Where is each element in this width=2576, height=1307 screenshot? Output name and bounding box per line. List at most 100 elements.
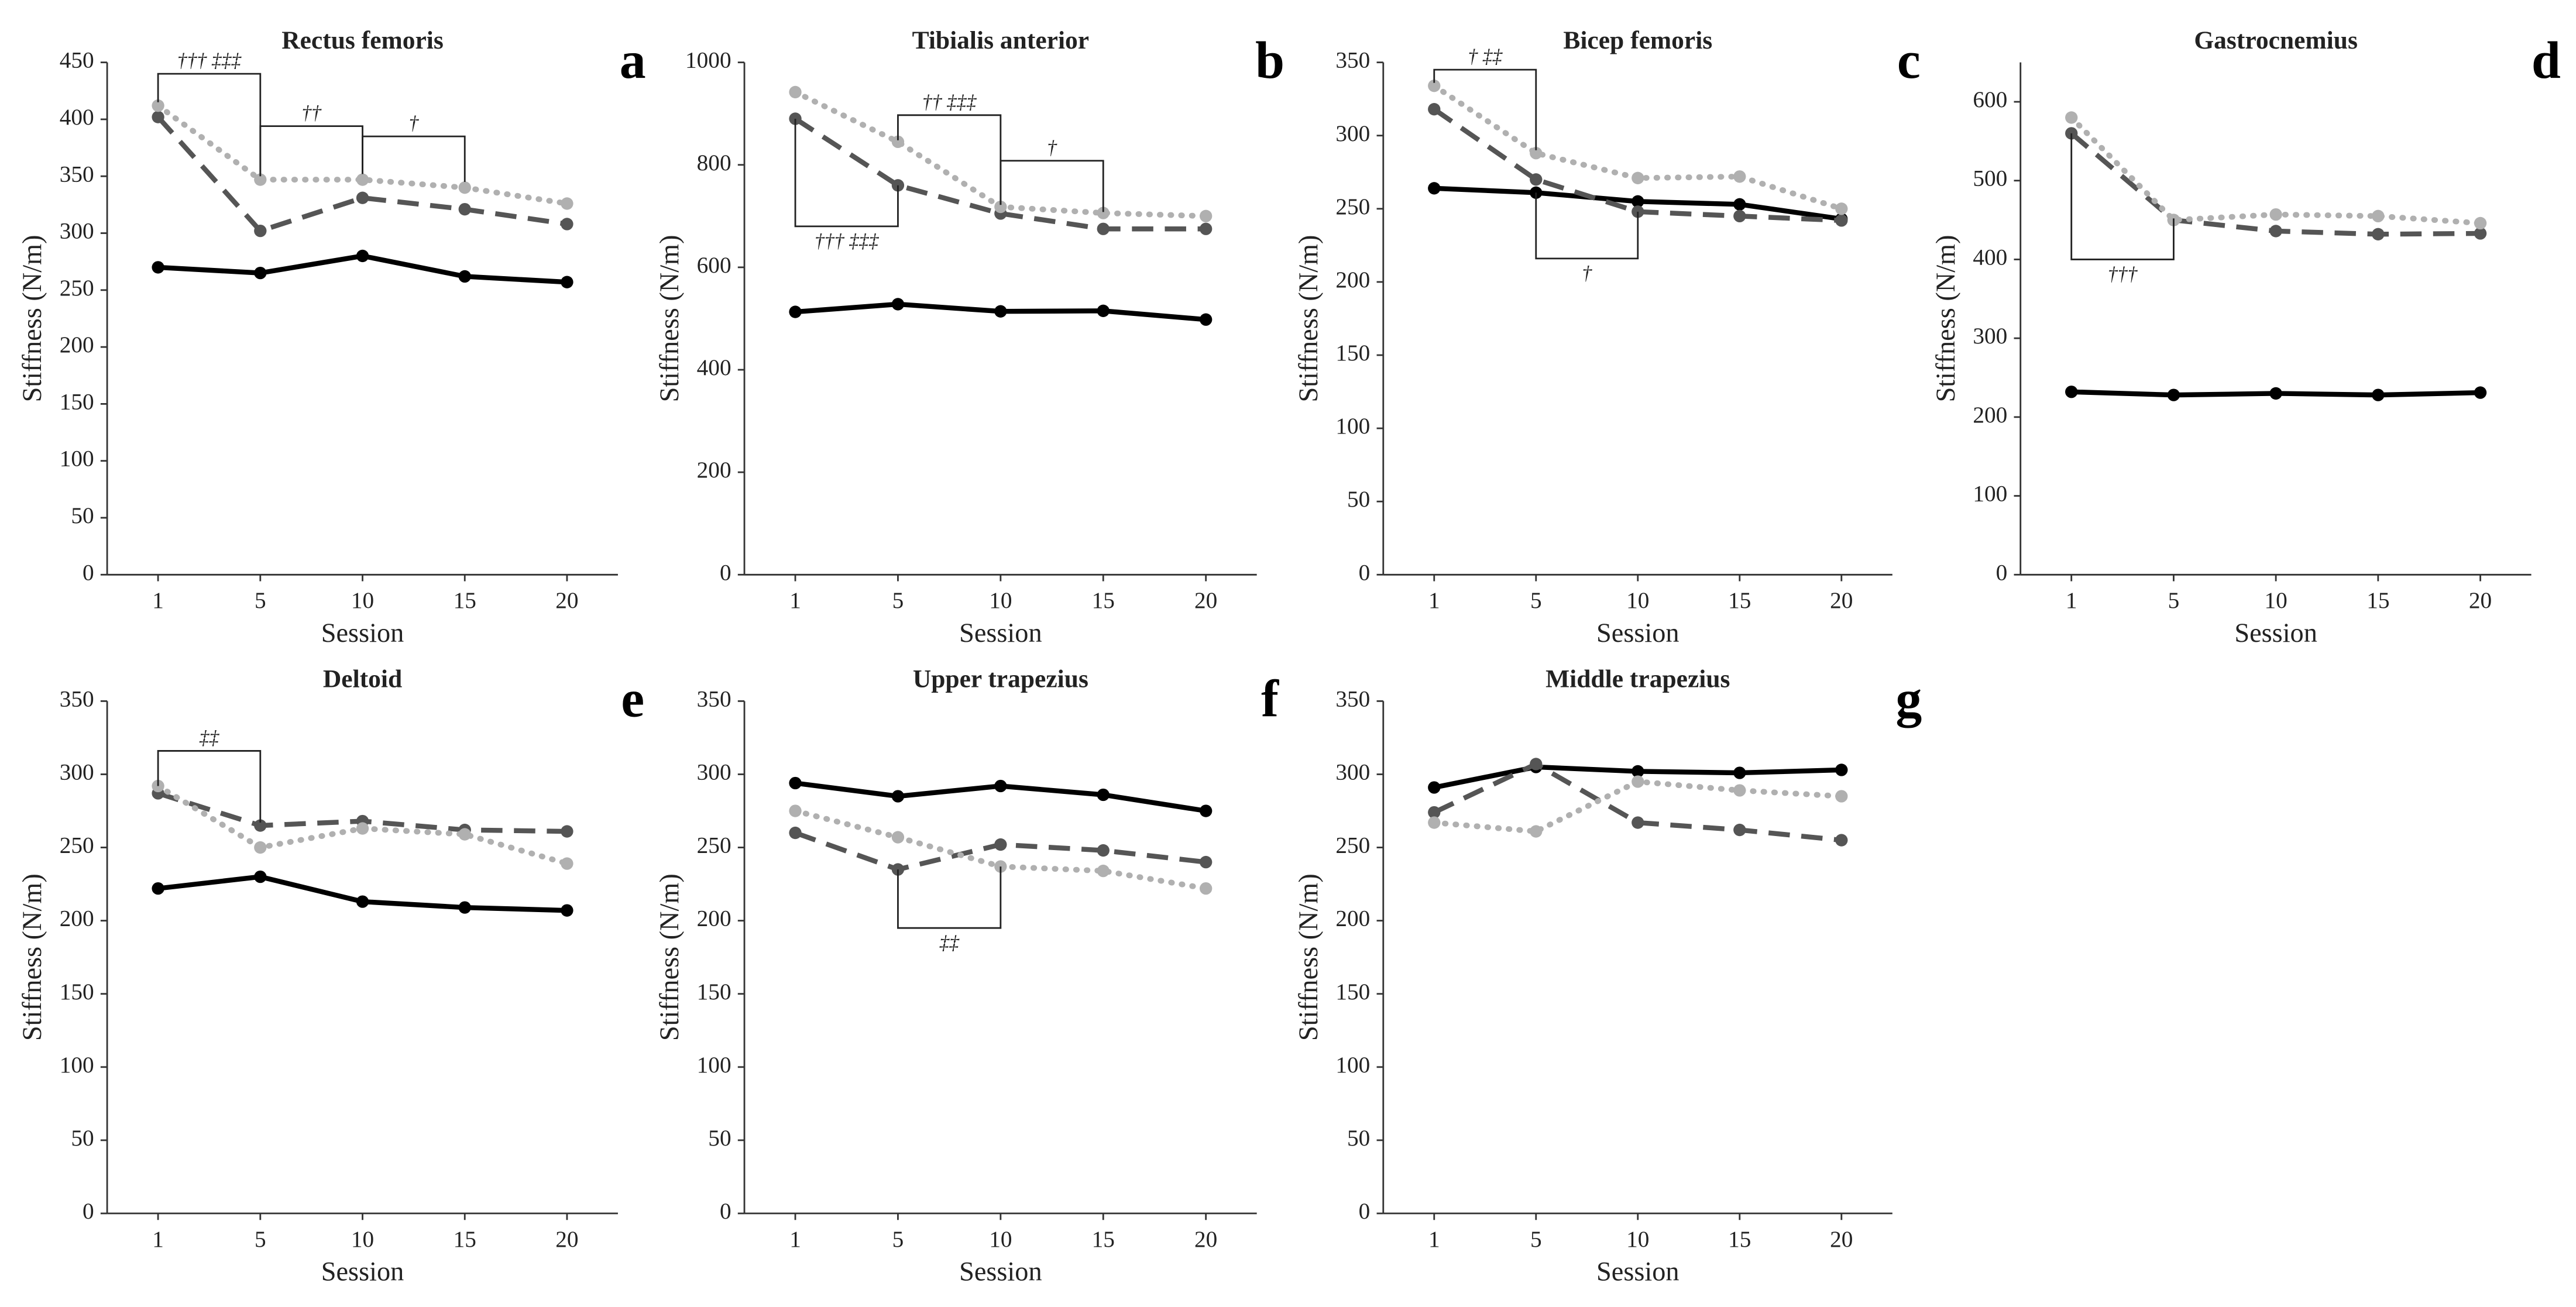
marker xyxy=(2269,208,2282,221)
x-tick-label: 1 xyxy=(789,588,801,613)
x-tick-label: 5 xyxy=(255,1227,266,1252)
marker xyxy=(1097,864,1110,878)
marker xyxy=(2372,228,2385,240)
y-tick-label: 300 xyxy=(1973,324,2007,349)
x-tick-label: 1 xyxy=(1428,588,1440,613)
y-tick-label: 0 xyxy=(720,1199,731,1224)
marker xyxy=(1200,209,1213,223)
y-tick-label: 200 xyxy=(60,906,94,931)
marker xyxy=(2065,111,2078,124)
x-tick-label: 10 xyxy=(2264,588,2287,613)
marker xyxy=(789,776,802,790)
y-tick-label: 600 xyxy=(1973,87,2007,112)
x-tick-label: 20 xyxy=(1194,1227,1217,1252)
marker xyxy=(254,870,267,883)
y-tick-label: 300 xyxy=(697,759,731,785)
x-tick-label: 10 xyxy=(989,588,1012,613)
marker xyxy=(2269,387,2282,400)
marker xyxy=(994,305,1007,318)
y-tick-label: 500 xyxy=(1973,166,2007,191)
marker xyxy=(356,173,369,186)
y-tick-label: 200 xyxy=(1335,267,1370,293)
y-tick-label: 300 xyxy=(60,759,94,785)
y-tick-label: 0 xyxy=(1359,560,1371,585)
marker xyxy=(2474,386,2487,399)
y-tick-label: 200 xyxy=(697,906,731,931)
y-tick-label: 50 xyxy=(1347,1126,1370,1151)
x-tick-label: 5 xyxy=(892,1227,904,1252)
marker xyxy=(1097,788,1110,802)
y-tick-label: 450 xyxy=(60,48,94,73)
panel-letter: f xyxy=(1261,670,1279,728)
marker xyxy=(561,197,573,210)
y-tick-label: 350 xyxy=(1335,686,1370,711)
x-tick-label: 15 xyxy=(1092,1227,1115,1252)
marker xyxy=(1428,80,1441,92)
marker xyxy=(789,804,802,817)
x-tick-label: 20 xyxy=(2469,588,2492,613)
series-line xyxy=(794,116,1206,232)
x-tick-label: 1 xyxy=(789,1227,801,1252)
x-tick-label: 1 xyxy=(152,1227,164,1252)
marker xyxy=(2167,388,2180,401)
bracket xyxy=(259,125,363,174)
panel-letter: e xyxy=(621,670,644,728)
marker xyxy=(458,270,471,283)
y-tick-label: 50 xyxy=(71,503,94,528)
x-axis-label: Session xyxy=(959,1257,1042,1287)
annotation: † xyxy=(1582,263,1592,284)
x-tick-label: 20 xyxy=(1194,588,1217,613)
marker xyxy=(789,826,802,840)
x-tick-label: 15 xyxy=(2367,588,2389,613)
y-tick-label: 100 xyxy=(697,1053,731,1078)
y-tick-label: 0 xyxy=(1996,560,2008,585)
y-tick-label: 300 xyxy=(1335,759,1370,785)
marker xyxy=(1428,781,1441,794)
marker xyxy=(1733,170,1746,183)
y-tick-label: 100 xyxy=(1973,481,2007,507)
x-tick-label: 1 xyxy=(1428,1227,1440,1252)
x-tick-label: 10 xyxy=(1626,588,1649,613)
annotation: † ‡‡ xyxy=(1468,46,1503,67)
y-axis-label: Stiffness (N/m) xyxy=(1294,235,1324,403)
x-tick-label: 5 xyxy=(1530,588,1542,613)
y-tick-label: 150 xyxy=(60,979,94,1005)
annotation: †† xyxy=(301,102,322,124)
marker xyxy=(254,224,267,238)
y-tick-label: 100 xyxy=(60,1053,94,1078)
marker xyxy=(1097,207,1110,219)
x-tick-label: 10 xyxy=(989,1227,1012,1252)
marker xyxy=(1200,222,1213,235)
y-tick-label: 350 xyxy=(60,686,94,711)
marker xyxy=(1097,222,1110,235)
y-tick-label: 300 xyxy=(1335,121,1370,146)
x-axis-label: Session xyxy=(321,618,404,648)
x-tick-label: 20 xyxy=(555,1227,578,1252)
marker xyxy=(356,191,369,204)
panel-letter: g xyxy=(1895,670,1922,728)
marker xyxy=(1733,823,1746,837)
y-tick-label: 400 xyxy=(60,105,94,130)
y-tick-label: 200 xyxy=(697,458,731,483)
marker xyxy=(152,111,164,123)
marker xyxy=(1530,758,1543,771)
marker xyxy=(994,838,1007,851)
y-tick-label: 100 xyxy=(1335,414,1370,439)
marker xyxy=(1835,834,1848,847)
marker xyxy=(1428,806,1441,819)
marker xyxy=(254,841,267,854)
x-tick-label: 20 xyxy=(1830,588,1853,613)
y-tick-label: 200 xyxy=(60,332,94,357)
marker xyxy=(561,904,573,917)
marker xyxy=(1200,855,1213,869)
marker xyxy=(2474,227,2487,240)
annotation: ‡‡ xyxy=(200,727,220,749)
y-tick-label: 250 xyxy=(60,833,94,858)
marker xyxy=(356,249,369,263)
marker xyxy=(2474,216,2487,230)
marker xyxy=(1428,103,1441,116)
marker xyxy=(1835,214,1848,227)
y-tick-label: 50 xyxy=(708,1126,731,1151)
